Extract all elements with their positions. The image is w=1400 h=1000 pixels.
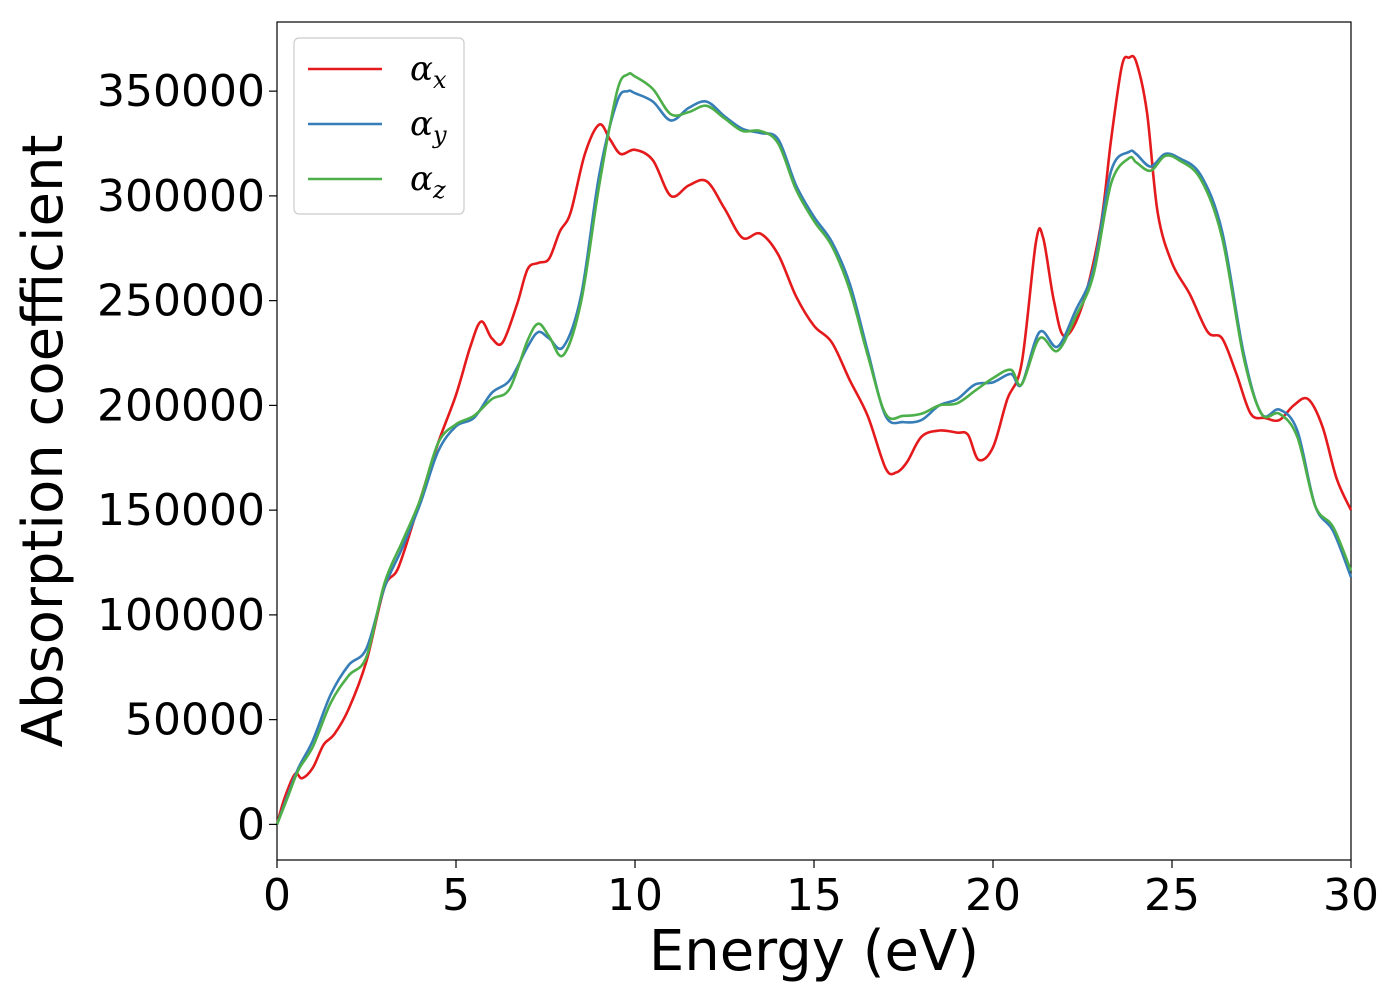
legend-subscript-z: z — [432, 176, 446, 204]
x-tick-label: 15 — [786, 870, 842, 921]
x-axis-title: Energy (eV) — [649, 919, 979, 984]
legend-subscript-x: x — [433, 66, 447, 94]
y-tick-label: 150000 — [97, 485, 265, 536]
y-tick-label: 50000 — [125, 695, 265, 746]
y-tick-label: 100000 — [97, 590, 265, 641]
series-line-y — [275, 89, 1353, 825]
x-axis-ticks: 0 5 10 15 20 25 30 — [263, 860, 1379, 921]
x-tick-label: 25 — [1144, 870, 1200, 921]
x-tick-label: 0 — [263, 870, 291, 921]
series-line-z — [275, 72, 1353, 825]
x-tick-label: 20 — [965, 870, 1021, 921]
x-tick-label: 30 — [1323, 870, 1379, 921]
legend-frame — [293, 37, 465, 215]
y-tick-label: 200000 — [97, 380, 265, 431]
y-tick-label: 300000 — [97, 171, 265, 222]
y-tick-label: 250000 — [97, 276, 265, 327]
y-tick-label: 350000 — [97, 66, 265, 117]
y-axis-title: Absorption coefficient — [11, 135, 76, 748]
x-tick-label: 10 — [607, 870, 663, 921]
series-layer — [275, 54, 1353, 825]
series-line-x — [275, 54, 1353, 825]
legend-subscript-y: y — [432, 121, 447, 149]
x-tick-label: 5 — [442, 870, 470, 921]
legend-label-y: αy — [410, 104, 447, 149]
y-tick-label: 0 — [237, 799, 265, 850]
y-axis-ticks: 0 50000 100000 150000 200000 250000 300000 3500… — [97, 66, 277, 850]
